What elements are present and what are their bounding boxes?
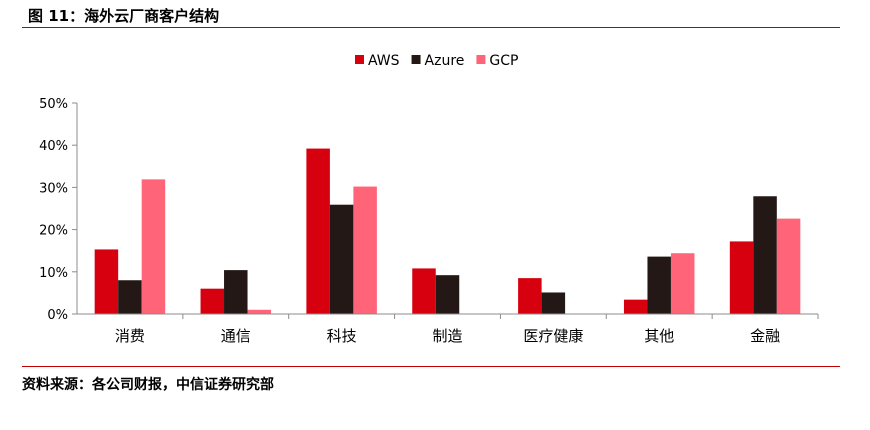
bar-gcp — [776, 218, 801, 314]
bar-gcp — [247, 309, 272, 314]
bar-azure — [118, 280, 142, 314]
bar-azure — [224, 270, 248, 314]
bar-gcp — [141, 179, 166, 314]
bar-aws — [518, 278, 542, 314]
bar-azure — [435, 275, 460, 314]
x-category-label: 医疗健康 — [523, 327, 583, 345]
bar-azure — [647, 256, 671, 314]
bar-gcp — [670, 253, 695, 314]
y-tick-label: 50% — [39, 97, 68, 112]
bar-azure — [753, 196, 777, 314]
y-tick-label: 20% — [39, 224, 68, 239]
bar-aws — [729, 241, 754, 314]
bar-aws — [623, 299, 648, 314]
bar-azure — [329, 204, 354, 314]
legend-label-gcp: GCP — [489, 53, 518, 69]
x-category-label: 金融 — [750, 327, 780, 345]
legend-swatch-aws — [355, 55, 364, 64]
figure-title: 图 11：海外云厂商客户结构 — [28, 7, 220, 25]
legend-label-aws: AWS — [368, 53, 400, 69]
bar-aws — [306, 148, 330, 314]
source-note: 资料来源：各公司财报，中信证券研究部 — [22, 377, 274, 393]
bar-aws — [200, 288, 225, 314]
bottom-divider — [22, 366, 840, 367]
x-category-label: 消费 — [115, 327, 145, 345]
y-tick-label: 10% — [39, 266, 68, 281]
y-tick-label: 40% — [39, 139, 68, 154]
top-divider — [22, 27, 840, 28]
bar-azure — [541, 292, 566, 314]
legend-swatch-azure — [411, 55, 421, 64]
bar-aws — [94, 249, 119, 314]
x-category-label: 通信 — [221, 327, 251, 345]
x-category-label: 制造 — [432, 327, 462, 345]
y-tick-label: 30% — [39, 181, 68, 196]
bar-gcp — [353, 186, 377, 314]
legend-swatch-gcp — [476, 55, 486, 64]
x-category-label: 其他 — [644, 327, 674, 345]
bar-aws — [412, 268, 436, 314]
x-category-label: 科技 — [327, 327, 357, 345]
y-tick-label: 0% — [47, 308, 68, 323]
legend-label-azure: Azure — [425, 53, 465, 69]
